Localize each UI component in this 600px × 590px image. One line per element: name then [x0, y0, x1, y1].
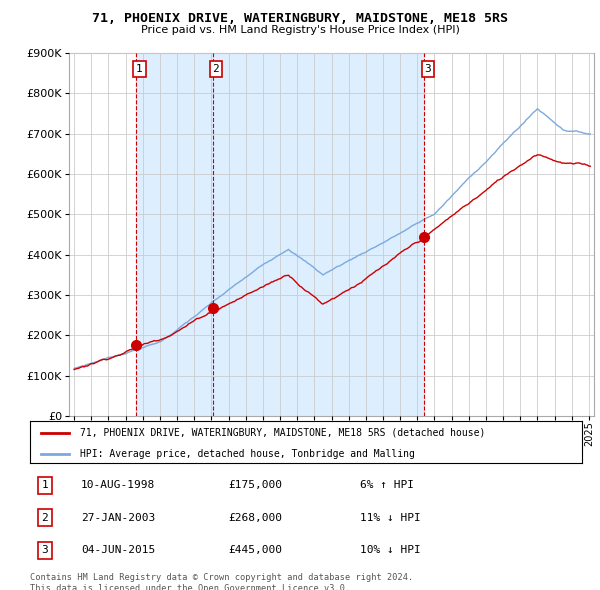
Text: £175,000: £175,000	[228, 480, 282, 490]
Text: 3: 3	[41, 545, 49, 555]
Text: 2: 2	[212, 64, 220, 74]
Text: 27-JAN-2003: 27-JAN-2003	[81, 513, 155, 523]
Text: 10-AUG-1998: 10-AUG-1998	[81, 480, 155, 490]
Text: £268,000: £268,000	[228, 513, 282, 523]
Text: 71, PHOENIX DRIVE, WATERINGBURY, MAIDSTONE, ME18 5RS: 71, PHOENIX DRIVE, WATERINGBURY, MAIDSTO…	[92, 12, 508, 25]
Text: HPI: Average price, detached house, Tonbridge and Malling: HPI: Average price, detached house, Tonb…	[80, 449, 415, 459]
Text: 11% ↓ HPI: 11% ↓ HPI	[360, 513, 421, 523]
Text: 3: 3	[424, 64, 431, 74]
Bar	[136, 53, 212, 416]
Text: 1: 1	[41, 480, 49, 490]
Text: 1: 1	[136, 64, 143, 74]
Text: 10% ↓ HPI: 10% ↓ HPI	[360, 545, 421, 555]
Text: Contains HM Land Registry data © Crown copyright and database right 2024.
This d: Contains HM Land Registry data © Crown c…	[30, 573, 413, 590]
Text: Price paid vs. HM Land Registry's House Price Index (HPI): Price paid vs. HM Land Registry's House …	[140, 25, 460, 35]
Text: 04-JUN-2015: 04-JUN-2015	[81, 545, 155, 555]
Text: 6% ↑ HPI: 6% ↑ HPI	[360, 480, 414, 490]
Text: 71, PHOENIX DRIVE, WATERINGBURY, MAIDSTONE, ME18 5RS (detached house): 71, PHOENIX DRIVE, WATERINGBURY, MAIDSTO…	[80, 428, 485, 438]
Bar	[212, 53, 424, 416]
Text: 2: 2	[41, 513, 49, 523]
Text: £445,000: £445,000	[228, 545, 282, 555]
